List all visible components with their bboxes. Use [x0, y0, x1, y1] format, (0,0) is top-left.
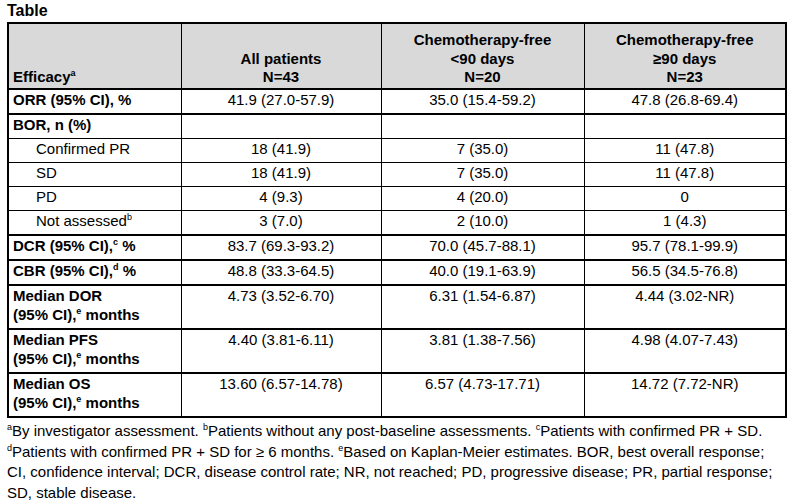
superscript-a: a: [71, 68, 76, 78]
table-row-orr: ORR (95% CI), %41.9 (27.0-57.9)35.0 (15.…: [8, 89, 786, 114]
row-label-cbr: CBR (95% CI),d %: [8, 260, 181, 285]
value-orr-chemotherapy-free-ge90-days: 47.8 (26.8-69.4): [584, 89, 786, 114]
table-row-sd: SD18 (41.9)7 (35.0)11 (47.8): [8, 163, 786, 187]
value-dcr-chemotherapy-free-lt90-days: 70.0 (45.7-88.1): [381, 235, 584, 260]
superscript-d: d: [113, 262, 119, 272]
footnotes: aBy investigator assessment. bPatients w…: [7, 421, 786, 503]
header-chemotherapy-free-ge90-days: Chemotherapy-free≥90 daysN=23: [584, 23, 786, 89]
value-median-pfs-chemotherapy-free-lt90-days: 3.81 (1.38-7.56): [381, 329, 584, 373]
superscript-c: c: [113, 237, 118, 247]
value-pd-chemotherapy-free-lt90-days: 4 (20.0): [381, 187, 584, 211]
superscript-b: b: [127, 212, 132, 222]
table-row-bor: BOR, n (%): [8, 114, 786, 139]
page: Table Efficacya All patientsN=43 Chemoth…: [0, 0, 791, 503]
value-confirmed-pr-all-patients: 18 (41.9): [181, 139, 381, 163]
row-label-sd: SD: [8, 163, 181, 187]
superscript-e: e: [338, 443, 343, 453]
table-row-median-os: Median OS(95% CI),e months13.60 (6.57-14…: [8, 373, 786, 417]
row-label-bor: BOR, n (%): [8, 114, 181, 139]
value-cbr-chemotherapy-free-lt90-days: 40.0 (19.1-63.9): [381, 260, 584, 285]
value-confirmed-pr-chemotherapy-free-lt90-days: 7 (35.0): [381, 139, 584, 163]
superscript-b: b: [203, 422, 208, 432]
superscript-e: e: [76, 306, 81, 316]
value-median-dor-all-patients: 4.73 (3.52-6.70): [181, 285, 381, 329]
row-label-median-os: Median OS(95% CI),e months: [8, 373, 181, 417]
row-label-orr: ORR (95% CI), %: [8, 89, 181, 114]
superscript-a: a: [7, 422, 12, 432]
row-label-median-dor: Median DOR(95% CI),e months: [8, 285, 181, 329]
value-confirmed-pr-chemotherapy-free-ge90-days: 11 (47.8): [584, 139, 786, 163]
value-median-dor-chemotherapy-free-ge90-days: 4.44 (3.02-NR): [584, 285, 786, 329]
value-median-dor-chemotherapy-free-lt90-days: 6.31 (1.54-6.87): [381, 285, 584, 329]
row-label-confirmed-pr: Confirmed PR: [8, 139, 181, 163]
header-chemotherapy-free-lt90-days: Chemotherapy-free<90 daysN=20: [381, 23, 584, 89]
superscript-e: e: [76, 394, 81, 404]
header-efficacy: Efficacya: [8, 23, 181, 89]
table-row-pd: PD4 (9.3)4 (20.0)0: [8, 187, 786, 211]
value-bor-chemotherapy-free-lt90-days: [381, 114, 584, 139]
value-dcr-chemotherapy-free-ge90-days: 95.7 (78.1-99.9): [584, 235, 786, 260]
value-dcr-all-patients: 83.7 (69.3-93.2): [181, 235, 381, 260]
value-median-pfs-all-patients: 4.40 (3.81-6.11): [181, 329, 381, 373]
value-sd-all-patients: 18 (41.9): [181, 163, 381, 187]
value-median-os-chemotherapy-free-lt90-days: 6.57 (4.73-17.71): [381, 373, 584, 417]
value-sd-chemotherapy-free-lt90-days: 7 (35.0): [381, 163, 584, 187]
value-not-assessed-chemotherapy-free-lt90-days: 2 (10.0): [381, 211, 584, 236]
value-sd-chemotherapy-free-ge90-days: 11 (47.8): [584, 163, 786, 187]
header-all-patients: All patientsN=43: [181, 23, 381, 89]
value-not-assessed-all-patients: 3 (7.0): [181, 211, 381, 236]
table-row-cbr: CBR (95% CI),d %48.8 (33.3-64.5)40.0 (19…: [8, 260, 786, 285]
row-label-median-pfs: Median PFS(95% CI),e months: [8, 329, 181, 373]
table-row-not-assessed: Not assessedb3 (7.0)2 (10.0)1 (4.3): [8, 211, 786, 236]
value-median-pfs-chemotherapy-free-ge90-days: 4.98 (4.07-7.43): [584, 329, 786, 373]
value-bor-chemotherapy-free-ge90-days: [584, 114, 786, 139]
table-row-confirmed-pr: Confirmed PR18 (41.9)7 (35.0)11 (47.8): [8, 139, 786, 163]
superscript-e: e: [76, 350, 81, 360]
table-row-median-dor: Median DOR(95% CI),e months4.73 (3.52-6.…: [8, 285, 786, 329]
table-row-dcr: DCR (95% CI),c %83.7 (69.3-93.2)70.0 (45…: [8, 235, 786, 260]
value-not-assessed-chemotherapy-free-ge90-days: 1 (4.3): [584, 211, 786, 236]
efficacy-table: Efficacya All patientsN=43 Chemotherapy-…: [7, 22, 787, 418]
value-cbr-all-patients: 48.8 (33.3-64.5): [181, 260, 381, 285]
superscript-d: d: [7, 443, 12, 453]
value-bor-all-patients: [181, 114, 381, 139]
value-median-os-chemotherapy-free-ge90-days: 14.72 (7.72-NR): [584, 373, 786, 417]
value-median-os-all-patients: 13.60 (6.57-14.78): [181, 373, 381, 417]
table-title: Table: [7, 1, 786, 21]
row-label-dcr: DCR (95% CI),c %: [8, 235, 181, 260]
row-label-pd: PD: [8, 187, 181, 211]
superscript-c: c: [536, 422, 541, 432]
value-pd-all-patients: 4 (9.3): [181, 187, 381, 211]
table-row-median-pfs: Median PFS(95% CI),e months4.40 (3.81-6.…: [8, 329, 786, 373]
header-row: Efficacya All patientsN=43 Chemotherapy-…: [8, 23, 786, 89]
value-pd-chemotherapy-free-ge90-days: 0: [584, 187, 786, 211]
value-orr-chemotherapy-free-lt90-days: 35.0 (15.4-59.2): [381, 89, 584, 114]
row-label-not-assessed: Not assessedb: [8, 211, 181, 236]
value-cbr-chemotherapy-free-ge90-days: 56.5 (34.5-76.8): [584, 260, 786, 285]
value-orr-all-patients: 41.9 (27.0-57.9): [181, 89, 381, 114]
